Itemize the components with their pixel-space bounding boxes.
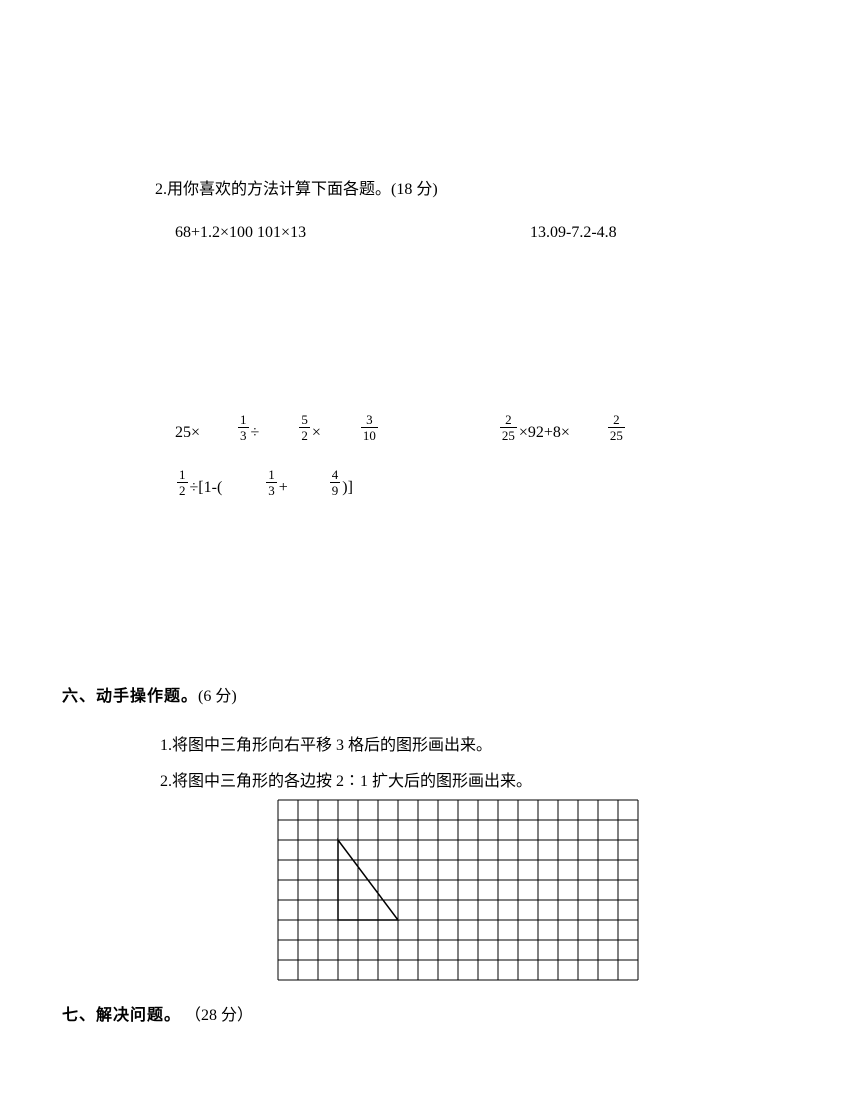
expr5-op1: ÷[1-( [190,479,223,497]
section-6-points: (6 分) [198,688,237,705]
fraction-1-3b: 1 3 [266,468,277,497]
expression-row-2: 25× 1 3 ÷ 5 2 × 3 10 2 25 ×92+8× 2 25 [175,412,800,442]
expression-row-1: 68+1.2×100 101×13 13.09-7.2-4.8 [175,224,800,242]
expr5-close: )] [342,479,353,497]
section-7-points: （28 分） [181,1007,253,1024]
op-multiply: × [312,424,321,442]
fraction-4-9: 4 9 [330,468,341,497]
section-6-sub2: 2.将图中三角形的各边按 2∶1 扩大后的图形画出来。 [160,767,800,791]
question-2-label: 2.用你喜欢的方法计算下面各题。(18 分) [155,175,800,199]
section-6-sub1: 1.将图中三角形向右平移 3 格后的图形画出来。 [160,731,800,755]
section-7: 七、解决问题。 （28 分） [62,1001,800,1025]
section-6-title: 六、动手操作题。 [62,688,198,705]
expr3-prefix: 25× [175,424,200,442]
fraction-1-3: 1 3 [238,413,249,442]
grid-figure [277,799,800,986]
section-7-title: 七、解决问题。 [62,1007,181,1024]
grid-svg [277,799,639,981]
fraction-2-25a: 2 25 [500,413,517,442]
fraction-3-10: 3 10 [361,413,378,442]
expression-row-3: 1 2 ÷[1-( 1 3 + 4 9 )] [175,467,800,497]
section-6: 六、动手操作题。(6 分) 1.将图中三角形向右平移 3 格后的图形画出来。 2… [62,682,800,986]
expr-2: 13.09-7.2-4.8 [530,224,617,242]
fraction-2-25b: 2 25 [608,413,625,442]
op-divide: ÷ [251,424,260,442]
fraction-1-2: 1 2 [177,468,188,497]
expr4-mid: ×92+8× [519,424,570,442]
fraction-5-2: 5 2 [299,413,310,442]
expr5-op2: + [279,479,288,497]
expr-1: 68+1.2×100 101×13 [175,224,530,242]
